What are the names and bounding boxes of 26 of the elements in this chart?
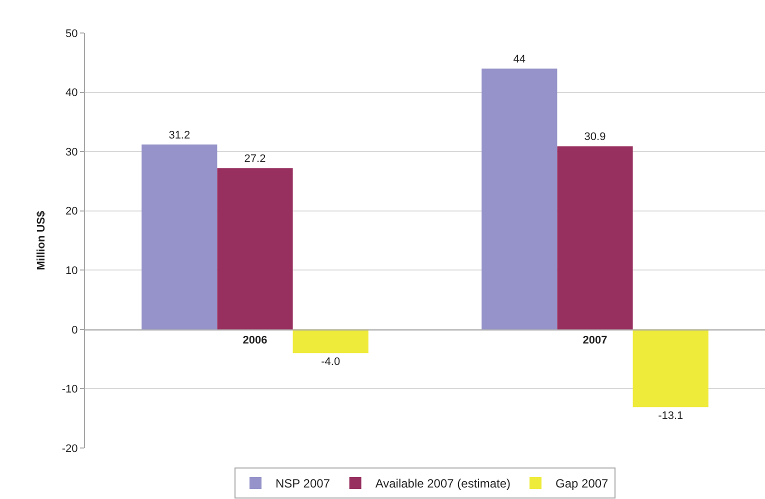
y-tick-label: -10 [62, 384, 78, 396]
y-tick-label: 40 [66, 87, 78, 100]
bar [482, 68, 558, 330]
data-label: 31.2 [168, 129, 190, 142]
bar [217, 168, 293, 330]
bar [142, 144, 218, 330]
y-tick-label: 0 [72, 324, 78, 336]
y-axis-title: Million US$ [36, 210, 48, 270]
data-label: 30.9 [584, 131, 606, 144]
y-tick-label: 30 [66, 146, 78, 158]
y-tick-label: 20 [66, 206, 78, 218]
x-tick-label: 2007 [582, 334, 608, 347]
data-label: -4.0 [321, 356, 340, 368]
legend-label: NSP 2007 [276, 476, 330, 491]
y-tick-label: -20 [62, 442, 78, 455]
x-tick-label: 2006 [242, 334, 268, 347]
legend-label: Gap 2007 [556, 476, 609, 491]
y-tick-label: 10 [66, 264, 78, 277]
data-label: 27.2 [244, 153, 266, 166]
data-label: 44 [513, 54, 526, 66]
legend-label: Available 2007 (estimate) [375, 476, 511, 491]
bar [557, 146, 633, 330]
bar [292, 329, 368, 354]
bar [632, 329, 708, 408]
data-label: -13.1 [658, 410, 684, 422]
y-tick-label: 50 [66, 28, 78, 40]
